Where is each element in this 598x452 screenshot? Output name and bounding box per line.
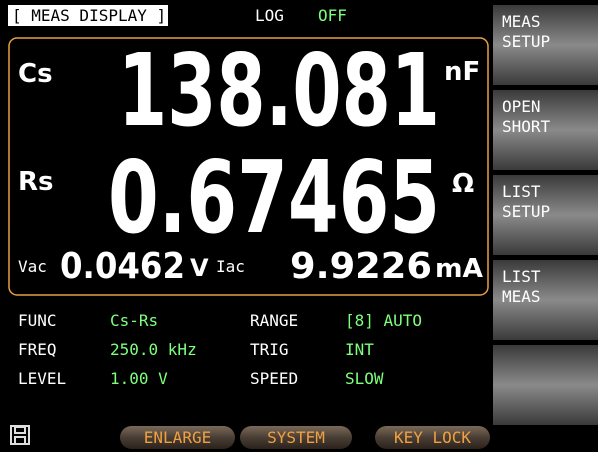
secondary-value: 0.67465 (108, 139, 440, 256)
title: [ MEAS DISPLAY ] (12, 6, 166, 25)
bottom-button[interactable] (375, 426, 490, 449)
setting-label: FREQ (18, 340, 57, 359)
iac-value: 9.9226 (290, 246, 432, 287)
setting-value: INT (345, 340, 374, 359)
measurement-frame (8, 37, 489, 296)
bottom-button[interactable] (120, 426, 235, 449)
setting-label: SPEED (250, 369, 298, 388)
secondary-param: Rs (18, 167, 54, 197)
title-box (8, 5, 168, 26)
setting-value: 250.0 kHz (110, 340, 197, 359)
bottom-button[interactable] (240, 426, 352, 449)
softkey-label: MEAS (502, 287, 541, 306)
primary-value: 138.081 (118, 32, 440, 149)
softkey-label: SHORT (502, 117, 551, 136)
iac-label: Iac (216, 257, 245, 276)
setting-label: TRIG (250, 340, 289, 359)
vac-unit: V (190, 254, 209, 282)
setting-value: 1.00 V (110, 369, 168, 388)
primary-unit: nF (444, 57, 480, 87)
softkey-label: LIST (502, 182, 541, 201)
iac-unit: mA (435, 254, 483, 284)
setting-value: [8] AUTO (345, 311, 422, 330)
softkey[interactable] (493, 5, 598, 85)
primary-param: Cs (18, 59, 53, 89)
softkey-label: SETUP (502, 32, 550, 51)
softkey[interactable] (493, 175, 598, 255)
log-value: OFF (318, 6, 347, 25)
floppy-icon (10, 425, 30, 445)
secondary-unit: Ω (452, 169, 474, 199)
softkey-label: OPEN (502, 97, 541, 116)
setting-label: RANGE (250, 311, 298, 330)
setting-value: Cs-Rs (110, 311, 158, 330)
softkey-label: MEAS (502, 12, 541, 31)
softkey-label: SETUP (502, 202, 550, 221)
vac-value: 0.0462 (60, 246, 185, 287)
setting-label: LEVEL (18, 369, 66, 388)
bottom-button-label: SYSTEM (267, 428, 325, 447)
bottom-button-label: ENLARGE (144, 428, 211, 447)
softkey[interactable] (493, 90, 598, 170)
setting-value: SLOW (345, 369, 384, 388)
vac-label: Vac (18, 257, 47, 276)
softkey-label: LIST (502, 267, 541, 286)
setting-label: FUNC (18, 311, 57, 330)
softkey[interactable] (493, 260, 598, 340)
bottom-button-label: KEY LOCK (394, 428, 471, 447)
log-label: LOG (255, 6, 284, 25)
softkey-blank[interactable] (493, 345, 598, 425)
